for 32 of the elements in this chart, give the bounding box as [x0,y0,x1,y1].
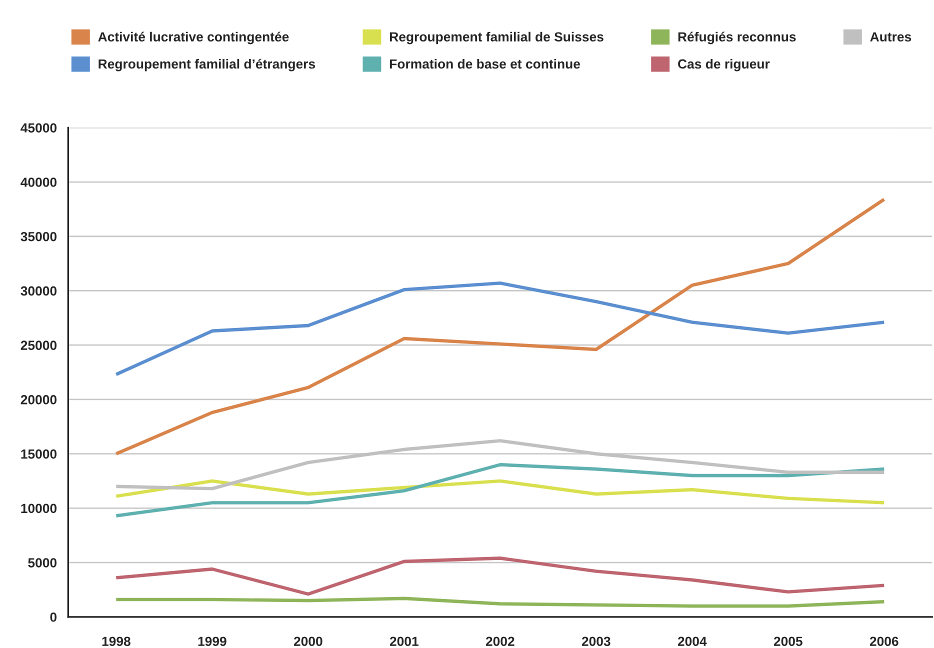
x-tick-label: 2002 [486,636,514,646]
legend-label: Regroupement familial de Suisses [390,32,604,44]
x-tick-label: 2006 [870,636,898,646]
legend-label: Activité lucrative contingentée [98,32,289,44]
y-tick-label: 25000 [20,340,57,350]
y-tick-label: 30000 [20,286,57,296]
y-tick-label: 45000 [20,123,57,133]
line-series [114,463,886,518]
y-tick-label: 0 [50,612,57,622]
legend-label: Cas de rigueur [678,58,770,72]
y-tick-label: 35000 [20,232,57,242]
legend-label: Réfugiés reconnus [678,32,796,44]
legend-label: Regroupement familial d’étrangers [98,58,316,72]
x-tick-label: 1998 [102,636,130,646]
x-tick-label: 2003 [582,636,610,646]
x-tick-label: 1999 [198,636,226,646]
line-series [114,198,886,456]
legend-label: Formation de base et continue [390,58,580,69]
line-series [114,596,886,608]
line-series [114,556,886,596]
x-tick-label: 2000 [294,636,322,646]
y-tick-label: 20000 [20,395,57,404]
y-tick-label: 40000 [20,178,57,187]
line-series [114,479,886,504]
legend-label: Autres [870,32,912,42]
x-tick-label: 2004 [678,636,707,646]
y-tick-label: 15000 [21,449,57,459]
y-tick-label: 10000 [21,504,57,514]
x-tick-label: 2005 [774,636,802,646]
line-series [114,281,886,376]
y-tick-label: 5000 [28,558,57,568]
x-tick-label: 2001 [390,636,418,646]
